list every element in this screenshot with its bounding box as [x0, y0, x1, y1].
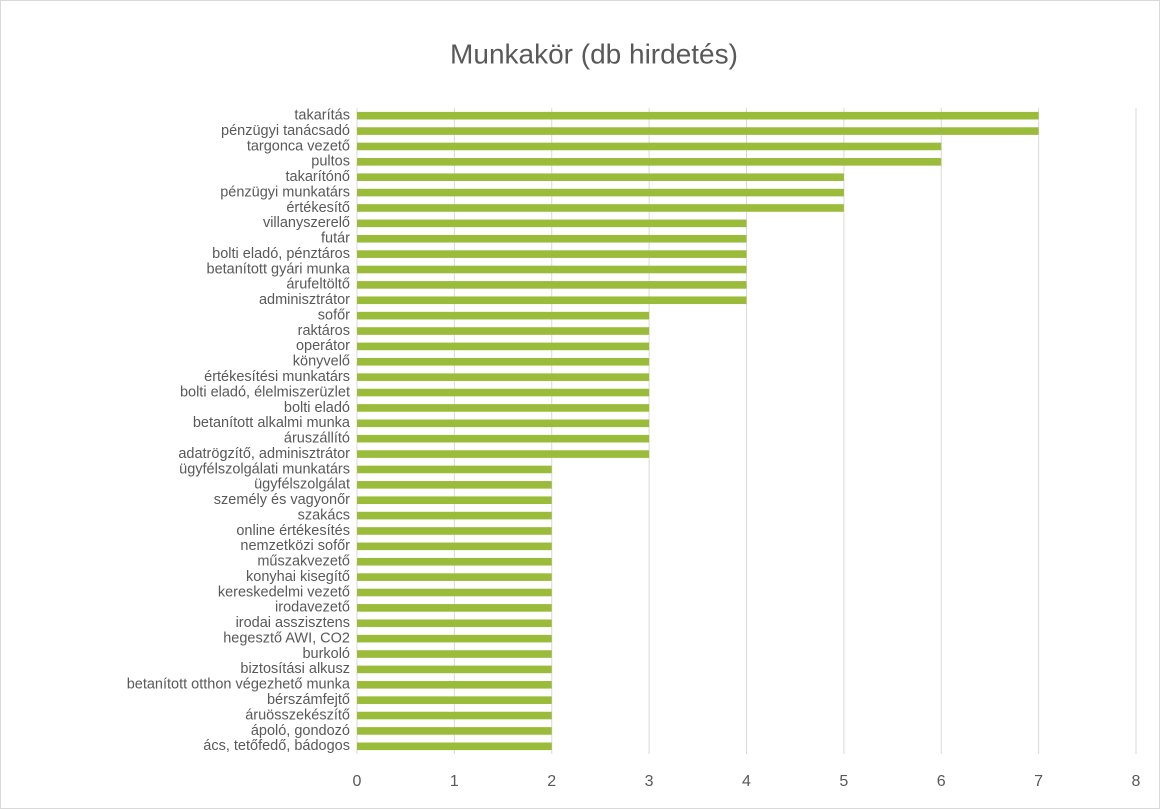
x-tick-label: 6 [937, 773, 946, 790]
bar [357, 711, 552, 720]
y-tick-label: irodavezető [275, 600, 350, 616]
bar [357, 588, 552, 597]
bar [357, 481, 552, 489]
bar [357, 450, 650, 458]
bar [357, 265, 747, 274]
y-tick-label: szakács [298, 507, 350, 523]
y-tick-label: operátor [296, 338, 350, 354]
y-tick-label: értékesítési munkatárs [204, 369, 350, 385]
bar [357, 404, 650, 412]
bar [357, 619, 552, 628]
bar [357, 373, 650, 381]
bar [357, 434, 650, 443]
y-tick-label: irodai asszisztens [236, 615, 350, 631]
y-tick-label: betanított otthon végezhető munka [127, 677, 351, 693]
bar [357, 527, 552, 535]
bar [357, 142, 942, 151]
y-tick-label: értékesítő [286, 200, 350, 216]
bar [357, 511, 552, 520]
bar [357, 250, 747, 258]
bar [357, 542, 552, 551]
bar [357, 650, 552, 658]
y-tick-label: betanított gyári munka [207, 261, 351, 277]
y-tick-label: árufeltöltő [286, 277, 350, 293]
bar [357, 127, 1039, 135]
y-tick-label: bolti eladó, pénztáros [212, 246, 350, 262]
bar [357, 727, 552, 735]
bar [357, 680, 552, 689]
bar [357, 158, 942, 166]
bar [357, 665, 552, 674]
x-tick-label: 5 [839, 773, 848, 790]
x-tick-label: 4 [742, 773, 751, 790]
y-tick-label: hegesztő AWI, CO2 [223, 630, 350, 646]
y-tick-label: adatrögzítő, adminisztrátor [178, 446, 350, 462]
y-tick-label: áruösszekészítő [245, 707, 350, 723]
bar [357, 742, 552, 751]
x-tick-label: 0 [353, 773, 362, 790]
y-tick-label: nemzetközi sofőr [240, 538, 350, 554]
y-tick-label: burkoló [302, 646, 350, 662]
y-tick-label: ügyfélszolgálati munkatárs [179, 461, 350, 477]
y-tick-label: bolti eladó [284, 400, 350, 416]
bar [357, 465, 552, 474]
bar [357, 327, 650, 335]
bar [357, 557, 552, 566]
y-tick-label: sofőr [318, 307, 350, 323]
bar [357, 604, 552, 612]
bar [357, 234, 747, 243]
y-tick-label: konyhai kisegítő [246, 569, 350, 585]
y-tick-label: áruszállító [284, 431, 350, 447]
y-tick-label: műszakvezető [257, 554, 350, 570]
bar [357, 696, 552, 704]
y-tick-label: ápoló, gondozó [251, 723, 350, 739]
y-tick-label: targonca vezető [247, 138, 350, 154]
x-tick-label: 2 [547, 773, 556, 790]
bar [357, 573, 552, 581]
bar [357, 111, 1039, 120]
y-tick-label: betanított alkalmi munka [193, 415, 351, 431]
y-tick-label: takarítónő [286, 169, 351, 185]
y-tick-label: személy és vagyonőr [214, 492, 350, 508]
y-tick-label: pultos [311, 154, 350, 170]
bar [357, 496, 552, 505]
bar [357, 219, 747, 228]
bar [357, 188, 844, 197]
x-tick-label: 3 [645, 773, 654, 790]
bar [357, 173, 844, 182]
y-tick-label: bérszámfejtő [267, 692, 350, 708]
bar [357, 342, 650, 351]
x-tick-label: 7 [1034, 773, 1043, 790]
bar [357, 296, 747, 305]
y-tick-label: takarítás [294, 108, 350, 124]
y-tick-label: ács, tetőfedő, bádogos [203, 738, 350, 754]
bar [357, 419, 650, 428]
y-tick-label: futár [321, 231, 350, 247]
y-tick-label: online értékesítés [236, 523, 350, 539]
y-tick-label: pénzügyi tanácsadó [221, 123, 350, 139]
y-tick-label: raktáros [298, 323, 350, 339]
y-tick-label: pénzügyi munkatárs [220, 184, 350, 200]
y-tick-label: kereskedelmi vezető [218, 584, 350, 600]
bar [357, 281, 747, 289]
y-tick-label: villanyszerelő [263, 215, 350, 231]
bar [357, 204, 844, 212]
y-tick-label: ügyfélszolgálat [254, 477, 350, 493]
x-tick-label: 8 [1132, 773, 1141, 790]
bar [357, 357, 650, 366]
y-tick-label: könyvelő [293, 354, 350, 370]
x-tick-label: 1 [450, 773, 459, 790]
bar [357, 311, 650, 320]
bar [357, 634, 552, 643]
y-tick-label: adminisztrátor [259, 292, 350, 308]
y-tick-label: bolti eladó, élelmiszerüzlet [180, 384, 350, 400]
chart-title: Munkakör (db hirdetés) [450, 38, 738, 69]
y-tick-label: biztosítási alkusz [240, 661, 350, 677]
bar [357, 388, 650, 397]
